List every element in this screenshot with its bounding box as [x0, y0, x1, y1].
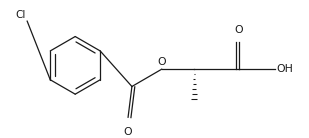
Text: O: O [157, 57, 166, 67]
Text: O: O [234, 25, 243, 35]
Text: OH: OH [276, 64, 293, 74]
Text: O: O [124, 127, 132, 137]
Text: Cl: Cl [16, 10, 26, 20]
